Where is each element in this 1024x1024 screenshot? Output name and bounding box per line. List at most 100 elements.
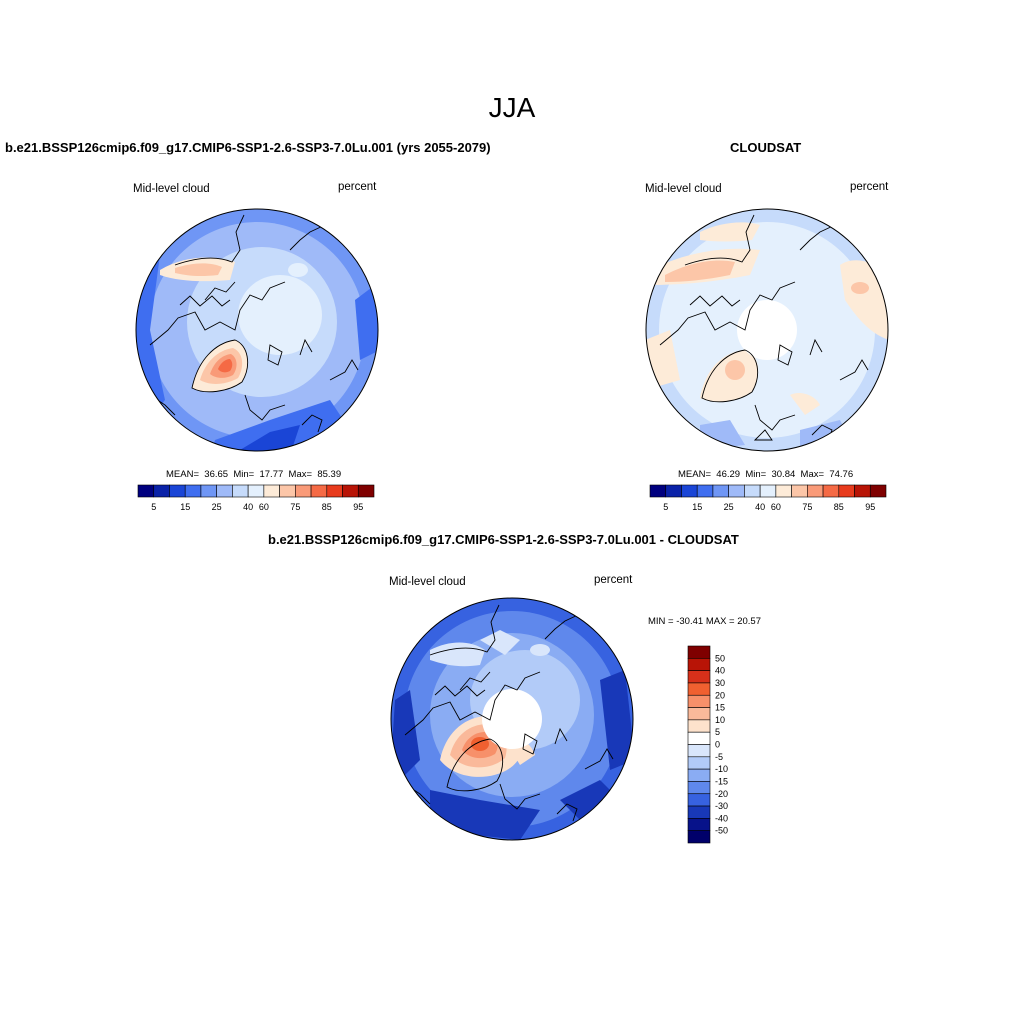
colorbar-2-tick-label: 75	[802, 502, 812, 512]
colorbar-2-tick-label: 25	[724, 502, 734, 512]
colorbar-3-swatch	[687, 793, 711, 807]
colorbar-3-swatch	[687, 768, 711, 782]
colorbar-2-swatch	[649, 484, 667, 498]
colorbar-3-swatch	[687, 707, 711, 721]
panel-1-title: b.e21.BSSP126cmip6.f09_g17.CMIP6-SSP1-2.…	[5, 140, 491, 155]
colorbar-3-tick-label: -40	[715, 813, 728, 823]
colorbar-2: 5 15 25 40 60 75 85 95	[649, 484, 887, 512]
colorbar-2-tick-label: 95	[865, 502, 875, 512]
colorbar-1-swatch	[247, 484, 265, 498]
colorbar-3-tick-label: -30	[715, 801, 728, 811]
colorbar-3-tick-label: 15	[715, 703, 725, 713]
colorbar-1: 5 15 25 40 60 75 85 95	[137, 484, 375, 512]
colorbar-1-swatch	[153, 484, 170, 498]
map-2-border	[645, 208, 889, 452]
colorbar-2-swatch	[696, 484, 714, 498]
colorbar-2-tick-label: 85	[834, 502, 844, 512]
colorbar-3-swatch	[687, 694, 711, 708]
colorbar-1-tick-label: 5	[151, 502, 156, 512]
colorbar-1-tick-label: 75	[290, 502, 300, 512]
colorbar-1-swatch	[310, 484, 328, 498]
colorbar-2-swatch	[775, 484, 792, 498]
panel-2-mean: 46.29	[716, 469, 741, 480]
panel-1-max-label: Max=	[288, 469, 313, 480]
colorbar-1-swatch	[357, 484, 375, 498]
panel-2-max: 74.76	[829, 469, 854, 480]
colorbar-2-swatch	[869, 484, 887, 498]
colorbar-3-tick-label: -10	[715, 764, 728, 774]
map-3-border	[390, 597, 634, 841]
colorbar-2-swatch	[744, 484, 761, 498]
colorbar-2-swatch	[822, 484, 840, 498]
colorbar-3-swatch	[687, 670, 711, 684]
colorbar-3-swatch	[687, 719, 711, 733]
colorbar-3-tick-label: 5	[715, 727, 720, 737]
colorbar-1-swatch	[326, 484, 343, 498]
colorbar-3-tick-label: 50	[715, 653, 725, 663]
panel-2-max-label: Max=	[800, 469, 825, 480]
colorbar-1-tick-label: 25	[212, 502, 222, 512]
colorbar-2-swatch	[854, 484, 871, 498]
colorbar-3-swatch	[687, 731, 711, 745]
colorbar-3-swatch	[687, 830, 711, 844]
colorbar-3-tick-label: -20	[715, 789, 728, 799]
colorbar-1-swatch	[342, 484, 359, 498]
colorbar-3-tick-label: 10	[715, 715, 725, 725]
colorbar-3-tick-label: 30	[715, 678, 725, 688]
panel-3-title: b.e21.BSSP126cmip6.f09_g17.CMIP6-SSP1-2.…	[268, 532, 739, 547]
panel-1-mean: 36.65	[204, 469, 229, 480]
colorbar-2-swatch	[712, 484, 729, 498]
colorbar-1-tick-label: 60	[259, 502, 269, 512]
colorbar-3-swatch	[687, 744, 711, 758]
map-panel-1	[136, 209, 378, 451]
colorbar-3-swatch	[687, 756, 711, 770]
colorbar-2-swatch	[681, 484, 698, 498]
colorbar-3-swatch	[687, 658, 711, 671]
colorbar-3-swatch	[687, 682, 711, 696]
colorbar-2-tick-label: 5	[663, 502, 668, 512]
colorbar-3-tick-label: -5	[715, 752, 723, 762]
colorbar-1-tick-label: 15	[180, 502, 190, 512]
colorbar-2-swatch	[728, 484, 745, 498]
colorbar-3-swatch	[687, 781, 711, 795]
colorbar-2-swatch	[665, 484, 682, 498]
colorbar-2-swatch	[791, 484, 808, 498]
panel-1-max: 85.39	[317, 469, 342, 480]
panel-2-min-label: Min=	[745, 469, 767, 480]
colorbar-2-tick-label: 60	[771, 502, 781, 512]
map-1-border	[135, 208, 379, 452]
panel-2-min: 30.84	[771, 469, 796, 480]
panel-1-units: percent	[338, 181, 377, 193]
colorbar-3-tick-label: 0	[715, 740, 720, 750]
colorbar-1-tick-label: 40	[243, 502, 253, 512]
colorbar-1-swatch	[279, 484, 296, 498]
map-panel-3	[391, 598, 633, 840]
panel-2-variable: Mid-level cloud	[645, 183, 722, 195]
panel-1-mean-label: MEAN=	[166, 469, 199, 480]
figure-title: JJA	[488, 92, 536, 123]
colorbar-3-tick-label: 20	[715, 690, 725, 700]
colorbar-1-tick-label: 95	[353, 502, 363, 512]
panel-3-units: percent	[594, 574, 633, 586]
panel-2-mean-label: MEAN=	[678, 469, 711, 480]
colorbar-2-tick-label: 15	[692, 502, 702, 512]
colorbar-1-swatch	[295, 484, 312, 498]
colorbar-3-tick-label: 40	[715, 666, 725, 676]
panel-2-units: percent	[850, 181, 889, 193]
colorbar-1-swatch	[232, 484, 249, 498]
colorbar-3-swatch	[687, 818, 711, 831]
colorbar-2-swatch	[759, 484, 777, 498]
colorbar-1-swatch	[216, 484, 233, 498]
colorbar-3-tick-label: -15	[715, 776, 728, 786]
panel-1-variable: Mid-level cloud	[133, 183, 210, 195]
panel-1-stats: MEAN= 36.65 Min= 17.77 Max= 85.39	[166, 469, 341, 480]
colorbar-3-swatch	[687, 805, 711, 819]
colorbar-1-swatch	[200, 484, 217, 498]
colorbar-3-swatch	[687, 645, 711, 659]
colorbar-2-swatch	[807, 484, 824, 498]
panel-3-stats: MIN = -30.41 MAX = 20.57	[648, 616, 762, 627]
colorbar-1-swatch	[263, 484, 280, 498]
panel-3-variable: Mid-level cloud	[389, 576, 466, 588]
